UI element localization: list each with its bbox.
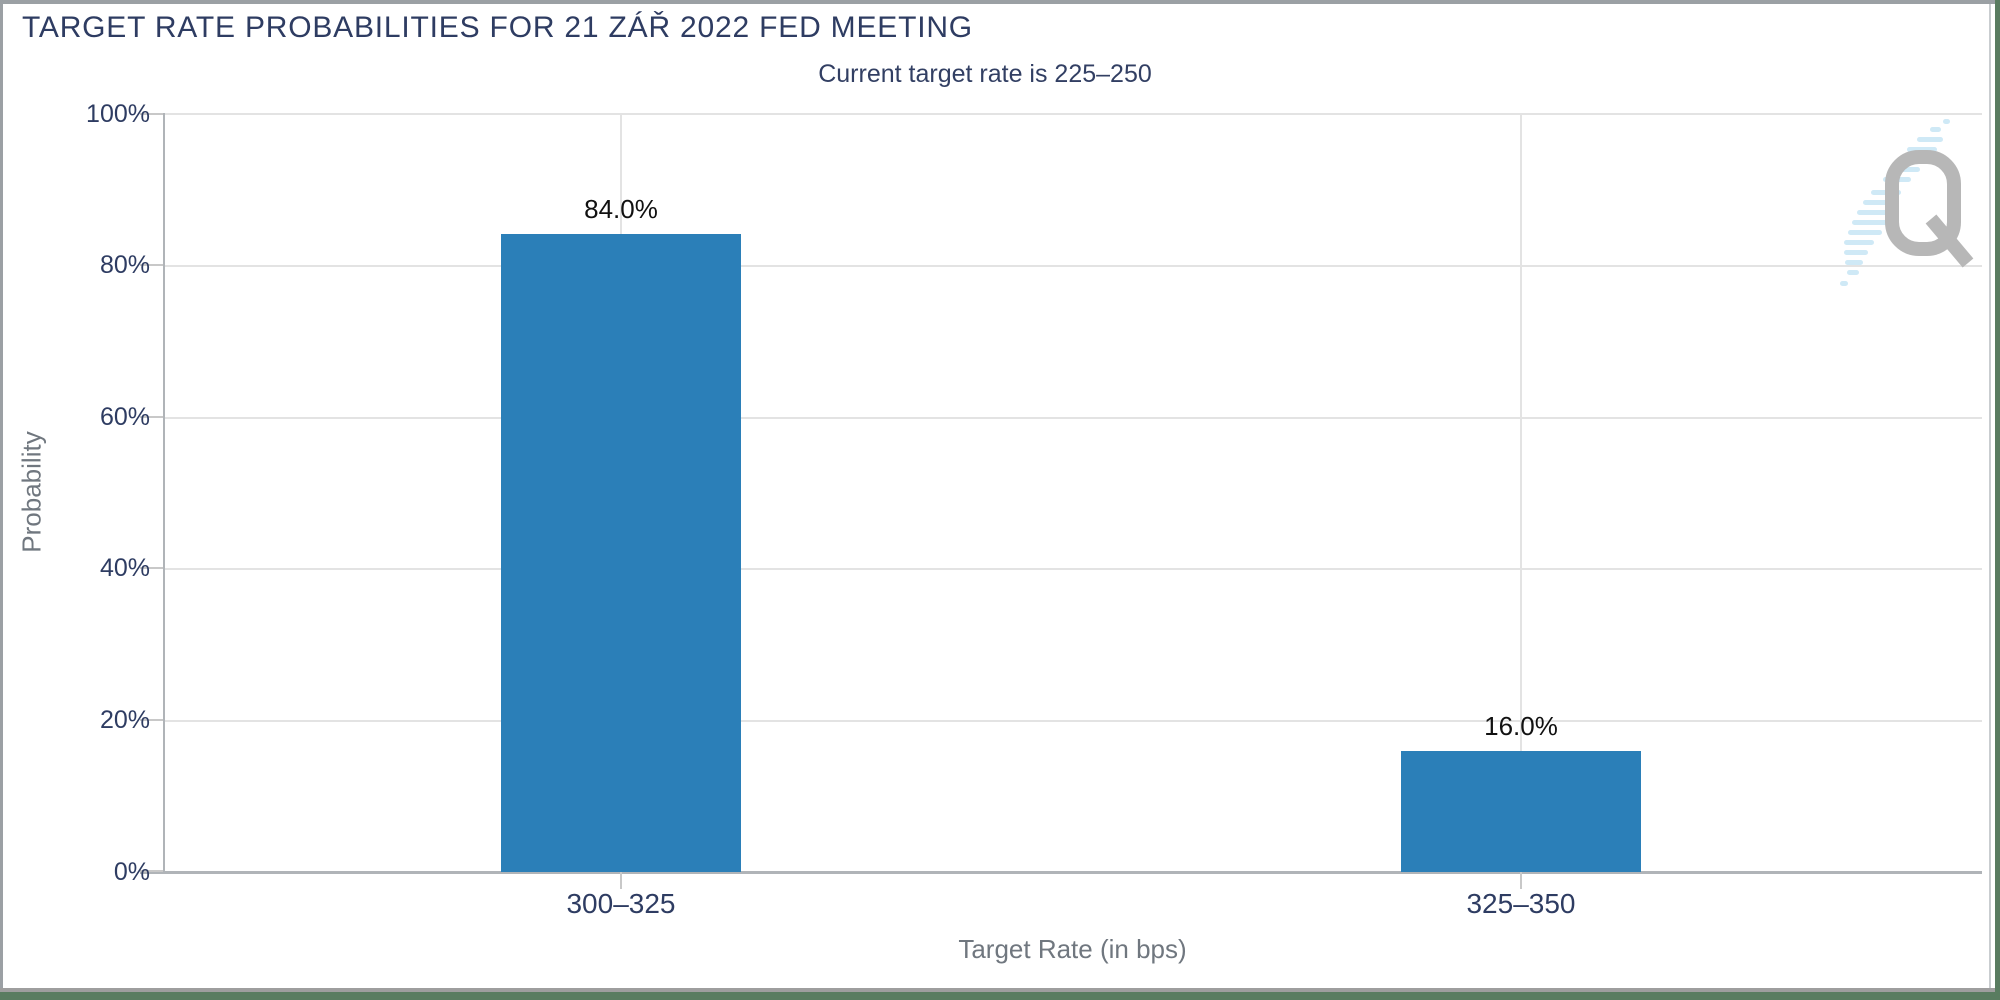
y-tick-100 bbox=[140, 113, 163, 115]
x-category-label: 300–325 bbox=[566, 888, 676, 919]
x-axis-title: Target Rate (in bps) bbox=[958, 934, 1187, 964]
y-axis-title: Probability bbox=[16, 431, 47, 553]
y-tick-20 bbox=[140, 719, 163, 721]
bar-group: 16.0% bbox=[1401, 113, 1641, 872]
chart-subtitle: Current target rate is 225–250 bbox=[818, 60, 1152, 88]
y-tick-label-0: 0% bbox=[113, 858, 150, 886]
bar-group: 84.0% bbox=[501, 113, 741, 872]
y-tick-label-60: 60% bbox=[99, 403, 150, 431]
x-tick-cat1 bbox=[620, 872, 622, 889]
window-border-bottom-inner bbox=[0, 988, 1995, 992]
y-tick-label-100: 100% bbox=[86, 100, 150, 128]
y-tick-80 bbox=[140, 264, 163, 266]
x-axis-line bbox=[140, 871, 1982, 874]
y-tick-60 bbox=[140, 416, 163, 418]
window-border-right-inner bbox=[1989, 4, 1991, 988]
bar-value-label: 16.0% bbox=[1484, 711, 1558, 741]
y-tick-0 bbox=[140, 870, 163, 872]
gridline-v-cat2 bbox=[1520, 113, 1522, 872]
gridline-h-40 bbox=[165, 568, 1982, 570]
window-border-top bbox=[0, 0, 2000, 4]
y-axis-line bbox=[163, 113, 165, 872]
y-tick-40 bbox=[140, 567, 163, 569]
y-tick-label-20: 20% bbox=[99, 706, 150, 734]
gridline-h-80 bbox=[165, 265, 1982, 267]
chart-title: TARGET RATE PROBABILITIES FOR 21 ZÁŘ 202… bbox=[22, 11, 973, 44]
bar-value-label: 84.0% bbox=[584, 194, 658, 224]
y-tick-label-80: 80% bbox=[99, 251, 150, 279]
bar[interactable] bbox=[501, 234, 741, 872]
window-border-left bbox=[0, 4, 3, 992]
quandl-q-logo-icon bbox=[1840, 119, 1974, 286]
y-tick-label-40: 40% bbox=[99, 554, 150, 582]
window-border-right-green bbox=[1995, 0, 2000, 1000]
x-tick-cat2 bbox=[1520, 872, 1522, 889]
plot-area: 100% 80% 60% 40% 20% 0% 84.0% 16.0% 300–… bbox=[86, 100, 1982, 964]
x-category-label: 325–350 bbox=[1466, 888, 1576, 919]
gridline-h-20 bbox=[165, 720, 1982, 722]
gridline-h-60 bbox=[165, 417, 1982, 419]
gridline-h-100 bbox=[165, 113, 1982, 115]
bar[interactable] bbox=[1401, 751, 1641, 872]
window-border-bottom-green bbox=[0, 992, 2000, 1000]
